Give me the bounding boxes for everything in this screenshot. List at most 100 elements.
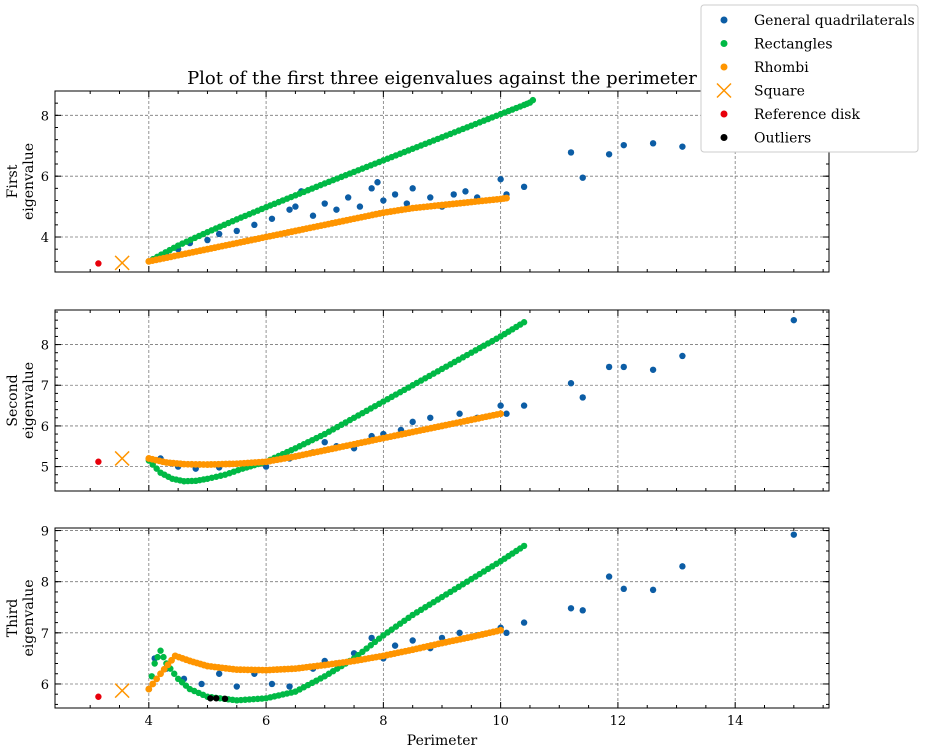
square-marker	[114, 450, 130, 466]
y-axis-label: Firsteigenvalue	[5, 143, 37, 220]
rhombus-point	[497, 410, 505, 418]
general-quadrilateral-point	[503, 629, 510, 637]
general-quadrilateral-point	[497, 176, 504, 183]
panel-frame	[54, 309, 830, 492]
legend-item-rectangles: Rectangles	[720, 37, 833, 53]
general-quadrilateral-point	[605, 573, 613, 580]
general-quadrilateral-point	[790, 316, 798, 324]
general-quadrilateral-point	[679, 563, 686, 570]
y-axis-label-line2: eigenvalue	[21, 362, 37, 439]
reference-disk-point	[95, 693, 102, 700]
y-axis-label-line2: eigenvalue	[21, 579, 37, 656]
general-quadrilateral-point	[403, 200, 411, 207]
general-quadrilateral-point	[380, 197, 387, 204]
x-axis-label: Perimeter	[407, 733, 478, 749]
rectangle-point	[529, 96, 537, 104]
general-quadrilateral-point	[450, 191, 457, 198]
points-group	[95, 96, 686, 271]
legend-label: Reference disk	[754, 107, 860, 123]
general-quadrilateral-point	[790, 531, 798, 538]
general-quadrilateral-point	[391, 191, 399, 198]
general-quadrilateral-point	[251, 221, 258, 229]
general-quadrilateral-point	[520, 183, 528, 191]
panel-3: 4 6 8 10 12 14 6 7 8 9 Thirdeigenvalue	[5, 525, 830, 729]
legend-label: Rhombi	[754, 60, 809, 76]
legend-item-disk: Reference disk	[720, 107, 860, 123]
y-tick-label: 5	[41, 461, 49, 476]
legend-label: Rectangles	[754, 37, 833, 53]
general-quadrilateral-point	[679, 352, 686, 360]
general-quadrilateral-point	[368, 185, 375, 192]
general-quadrilateral-point	[567, 380, 575, 387]
general-quadrilateral-point	[620, 585, 627, 593]
general-quadrilateral-point	[503, 410, 510, 417]
rectangle-point	[157, 647, 164, 654]
y-axis-label-line1: Third	[5, 599, 21, 638]
general-quadrilateral-point	[520, 619, 528, 626]
y-axis-label-line2: eigenvalue	[21, 143, 37, 220]
outlier-point	[221, 695, 229, 702]
general-quadrilateral-point	[427, 194, 434, 201]
general-quadrilateral-point	[344, 194, 352, 201]
x-tick-label: 4	[145, 714, 153, 729]
points-group	[95, 316, 798, 485]
rectangle-point	[153, 465, 160, 472]
general-quadrilateral-point	[579, 174, 586, 181]
legend-item-rhombi: Rhombi	[720, 60, 809, 76]
reference-disk-point	[95, 458, 102, 465]
outlier-point	[207, 695, 214, 702]
general-quadrilateral-point	[456, 410, 463, 417]
square-marker	[114, 683, 130, 699]
general-quadrilateral-point	[268, 215, 276, 222]
general-quadrilateral-point	[215, 670, 223, 677]
general-quadrilateral-point	[567, 149, 575, 156]
general-quadrilateral-point	[579, 394, 586, 401]
legend-item-general: General quadrilaterals	[720, 13, 915, 29]
general-quadrilateral-point	[579, 607, 586, 614]
general-quadrilateral-point	[605, 363, 613, 371]
legend-label: General quadrilaterals	[754, 13, 915, 29]
general-quadrilateral-point	[233, 683, 240, 690]
general-quadrilateral-point	[427, 414, 434, 421]
general-quadrilateral-point	[456, 629, 463, 637]
general-quadrilateral-point	[374, 179, 381, 186]
general-quadrilateral-point	[409, 418, 416, 426]
general-quadrilateral-point	[286, 206, 293, 213]
x-tick-label: 8	[379, 714, 387, 729]
general-quadrilateral-point	[567, 605, 575, 612]
legend-label: Outliers	[754, 131, 811, 147]
general-quadrilateral-point	[215, 230, 223, 238]
general-quadrilateral-point	[409, 185, 416, 192]
y-axis-label: Thirdeigenvalue	[5, 579, 37, 656]
y-tick-label: 7	[41, 627, 49, 642]
points-group	[95, 531, 798, 704]
chart-title: Plot of the first three eigenvalues agai…	[187, 68, 697, 89]
rhombus-point	[497, 626, 505, 634]
y-axis-label: Secondeigenvalue	[5, 362, 37, 439]
panel-frame	[54, 527, 830, 709]
legend-box	[700, 4, 919, 153]
general-quadrilateral-point	[679, 143, 686, 150]
y-tick-label: 8	[41, 109, 49, 124]
y-tick-label: 8	[41, 339, 49, 354]
general-quadrilateral-point	[520, 402, 528, 409]
general-quadrilateral-point	[462, 188, 469, 195]
rectangle-point	[151, 660, 158, 667]
x-tick-label: 14	[727, 714, 744, 729]
general-quadrilateral-point	[292, 203, 299, 210]
rectangle-point	[154, 653, 161, 661]
general-quadrilateral-point	[268, 680, 276, 688]
general-quadrilateral-point	[620, 363, 627, 371]
general-quadrilateral-point	[649, 586, 657, 594]
rectangle-point	[520, 319, 528, 326]
general-quadrilateral-point	[438, 634, 446, 642]
y-tick-label: 8	[41, 576, 49, 591]
panel-2: 5 6 7 8 Secondeigenvalue	[5, 309, 830, 492]
rhombus-point	[145, 685, 153, 693]
y-tick-label: 6	[41, 678, 49, 693]
general-quadrilateral-point	[620, 141, 627, 149]
legend-marker-square	[716, 82, 732, 99]
rhombus-point	[149, 680, 157, 688]
